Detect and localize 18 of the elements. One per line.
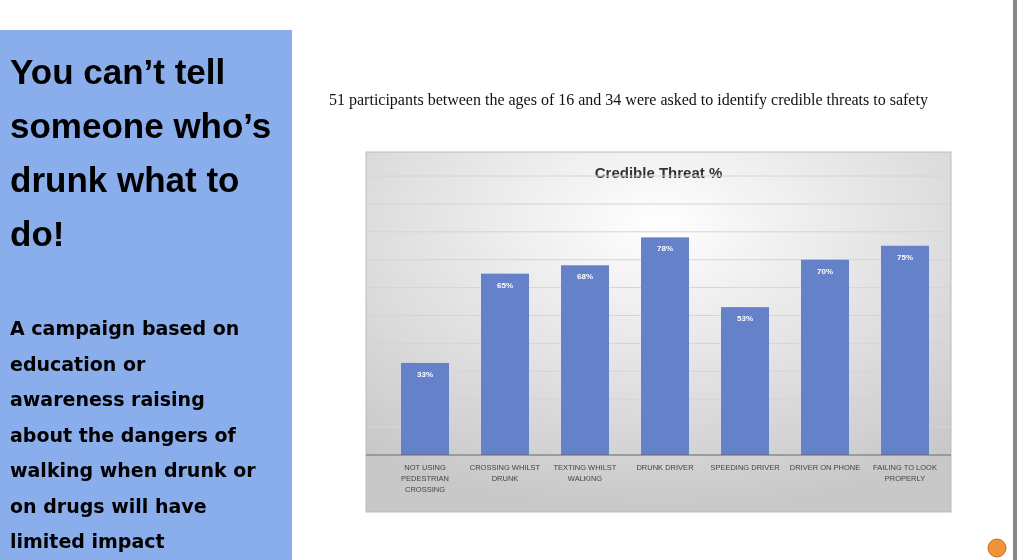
data-label: 53% <box>736 314 754 324</box>
text: You can’t tell someone who’s drunk what to do! <box>10 52 272 253</box>
bar <box>641 237 689 455</box>
data-label: 33% <box>416 369 434 379</box>
data-label: 65% <box>496 280 514 290</box>
chart-title: Credible Threat % <box>594 164 723 181</box>
bar <box>801 259 849 455</box>
data-label: 68% <box>576 272 594 282</box>
text: A campaign based on education or awareness raising about the dangers of walking when drunk or on drugs will have limited impact <box>10 317 257 552</box>
data-label: 78% <box>656 244 674 254</box>
data-label: 75% <box>896 252 914 262</box>
bar <box>561 265 609 455</box>
data-label: 70% <box>816 266 834 276</box>
bar <box>481 273 529 455</box>
bar <box>721 307 769 455</box>
bar <box>401 362 449 455</box>
chart-subtitle: 51 participants between the ages of 16 and 34 were asked to identify credible threats to safety <box>329 91 928 109</box>
bar <box>881 245 929 455</box>
